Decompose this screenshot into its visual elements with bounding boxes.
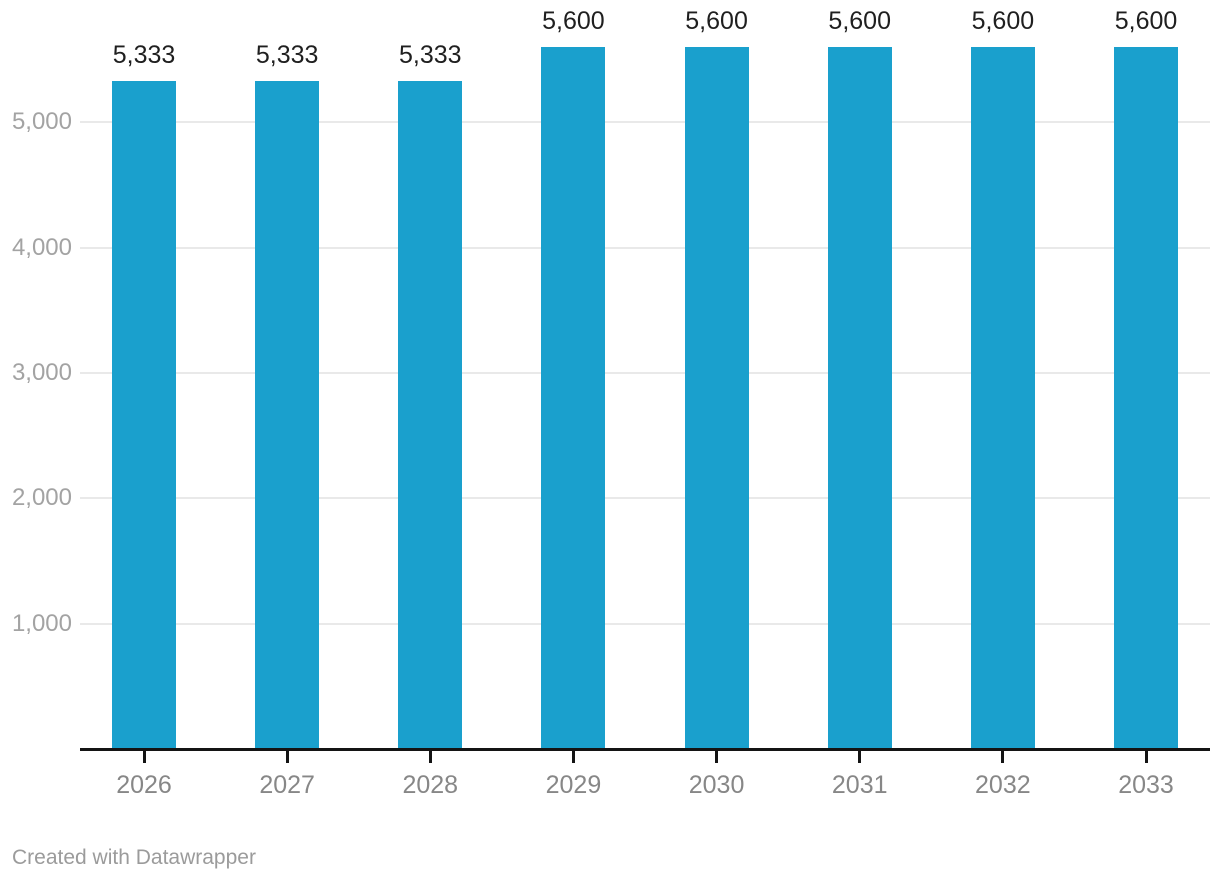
value-label-2028: 5,333 [399, 40, 462, 69]
y-tick-label-2000: 2,000 [11, 484, 72, 512]
value-label-2031: 5,600 [828, 7, 891, 36]
datawrapper-credit-link[interactable]: Created with Datawrapper [12, 846, 256, 869]
gridline-4000 [80, 246, 1210, 249]
gridline-1000 [80, 622, 1210, 625]
y-tick-label-1000: 1,000 [11, 609, 72, 637]
bar-2026 [112, 80, 176, 749]
gridline-5000 [80, 121, 1210, 124]
bar-2031 [827, 47, 892, 749]
x-tick-2033 [1144, 751, 1148, 763]
x-tick-2032 [1001, 751, 1005, 763]
value-label-2029: 5,600 [542, 7, 605, 36]
value-label-2032: 5,600 [971, 7, 1035, 36]
gridline-2000 [80, 497, 1210, 500]
bar-2027 [255, 80, 320, 749]
x-tick-label-2027: 2027 [259, 771, 315, 799]
bar-2033 [1114, 47, 1178, 749]
x-tick-2026 [142, 751, 146, 763]
value-label-2027: 5,333 [255, 40, 319, 69]
x-tick-label-2029: 2029 [545, 771, 602, 799]
x-tick-2030 [715, 751, 719, 763]
y-tick-label-4000: 4,000 [11, 233, 72, 261]
value-label-2030: 5,600 [685, 7, 748, 36]
bar-2032 [970, 47, 1035, 749]
x-tick-2031 [858, 751, 862, 763]
x-tick-label-2030: 2030 [688, 771, 745, 799]
x-tick-2029 [571, 751, 575, 763]
bar-2030 [684, 47, 749, 749]
bar-2028 [398, 80, 463, 749]
x-tick-label-2028: 2028 [402, 771, 459, 799]
x-tick-2027 [285, 751, 289, 763]
x-tick-2028 [428, 751, 432, 763]
gridline-3000 [80, 371, 1210, 374]
x-axis-baseline [80, 748, 1210, 751]
value-label-2026: 5,333 [112, 40, 176, 69]
x-tick-label-2033: 2033 [1118, 771, 1174, 799]
y-tick-label-3000: 3,000 [11, 358, 72, 386]
y-tick-label-5000: 5,000 [11, 108, 72, 136]
x-tick-label-2032: 2032 [975, 771, 1031, 799]
value-label-2033: 5,600 [1114, 7, 1178, 36]
bar-2029 [541, 47, 606, 749]
x-tick-label-2031: 2031 [831, 771, 888, 799]
x-tick-label-2026: 2026 [116, 771, 172, 799]
